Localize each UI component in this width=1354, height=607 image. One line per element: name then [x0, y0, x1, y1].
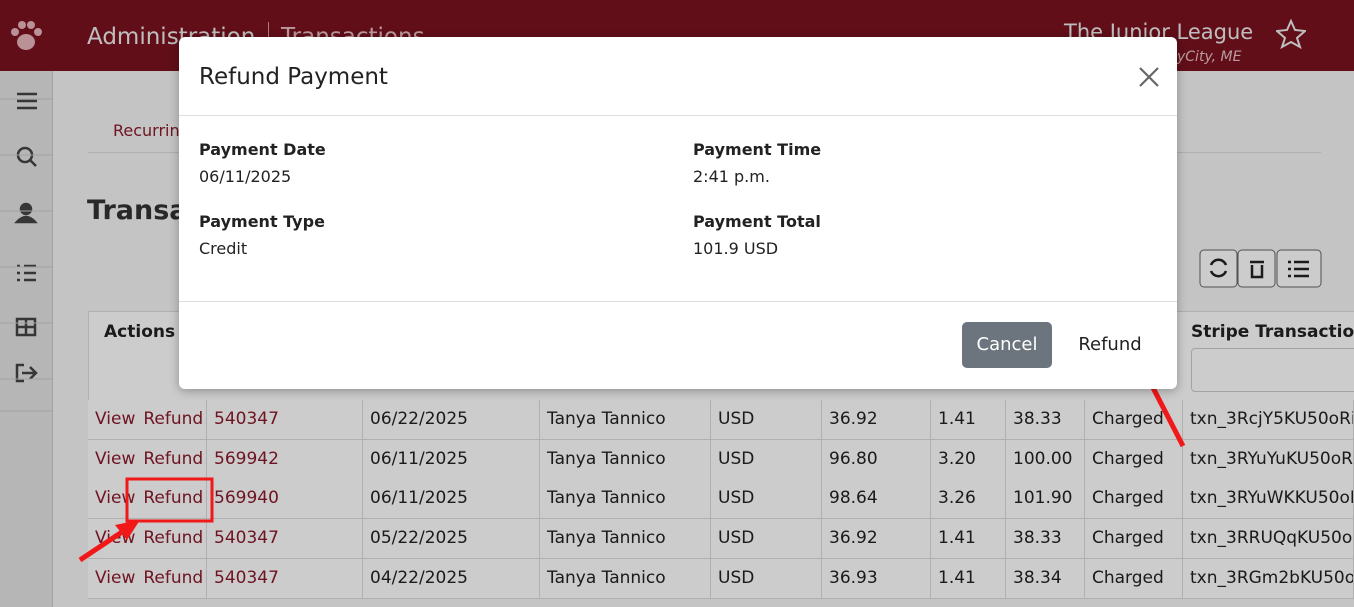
- table-cell: 1.41: [931, 558, 1006, 599]
- table-cell: 98.64: [822, 479, 931, 520]
- table-cell: USD: [711, 400, 822, 440]
- table-cell: 101.90: [1006, 479, 1085, 520]
- view-link[interactable]: View: [95, 409, 136, 429]
- refund-button[interactable]: Refund: [1063, 322, 1157, 368]
- filter-input[interactable]: [1191, 348, 1354, 392]
- favorite-star[interactable]: [1276, 19, 1306, 49]
- table-cell: USD: [711, 519, 822, 560]
- cancel-button[interactable]: Cancel: [962, 322, 1052, 368]
- view-link[interactable]: View: [95, 488, 136, 509]
- table-cell: 06/22/2025: [363, 400, 540, 440]
- modal-title: Refund Payment: [199, 64, 388, 90]
- table-cell[interactable]: 540347: [207, 400, 363, 440]
- table-cell[interactable]: 569942: [207, 439, 363, 480]
- toolbar[interactable]: [1199, 249, 1323, 289]
- table-cell: txn_3RcjY5KU50oRi4V: [1183, 400, 1354, 440]
- tab[interactable]: Recurring: [113, 121, 190, 140]
- table-cell: Charged: [1085, 400, 1183, 440]
- refund-link[interactable]: Refund: [143, 488, 204, 509]
- table-cell: Charged: [1085, 479, 1183, 520]
- table-cell: View Refund: [88, 439, 207, 480]
- table-cell: USD: [711, 439, 822, 480]
- column-header: Actions: [104, 322, 176, 342]
- table-cell: 36.92: [822, 519, 931, 560]
- table-cell[interactable]: 540347: [207, 558, 363, 599]
- table-cell: 1.41: [931, 519, 1006, 560]
- table-cell: 36.92: [822, 400, 931, 440]
- field-value: 2:41 p.m.: [693, 167, 770, 186]
- table-cell: Charged: [1085, 558, 1183, 599]
- view-link[interactable]: View: [95, 567, 136, 588]
- org-location[interactable]: yCity, ME: [1177, 49, 1242, 65]
- table-cell: View Refund: [88, 479, 207, 520]
- refund-link[interactable]: Refund: [143, 567, 204, 588]
- table-cell: 38.33: [1006, 400, 1085, 440]
- table-cell: txn_3RRUQqKU50oRi: [1183, 519, 1354, 560]
- refund-link[interactable]: Refund: [143, 409, 204, 429]
- table-cell: 100.00: [1006, 439, 1085, 480]
- refund-link[interactable]: Refund: [143, 528, 204, 549]
- table-cell: 38.33: [1006, 519, 1085, 560]
- table-cell: View Refund: [88, 400, 207, 440]
- view-link[interactable]: View: [95, 448, 136, 469]
- column-header: Stripe Transaction N: [1191, 322, 1354, 342]
- table-cell: txn_3RGm2bKU50oRi: [1183, 558, 1354, 599]
- table-cell: 06/11/2025: [363, 439, 540, 480]
- refund-link[interactable]: Refund: [143, 448, 204, 469]
- sidebar: [0, 71, 53, 607]
- field-value: 06/11/2025: [199, 167, 292, 186]
- table-cell: Charged: [1085, 439, 1183, 480]
- field-label: Payment Date: [199, 140, 326, 159]
- table-cell: 3.20: [931, 439, 1006, 480]
- table-cell: 1.41: [931, 400, 1006, 440]
- field-label: Payment Type: [199, 212, 325, 231]
- table-cell: 05/22/2025: [363, 519, 540, 560]
- table-cell: Charged: [1085, 519, 1183, 560]
- table-cell: Tanya Tannico: [540, 439, 711, 480]
- table-cell: Tanya Tannico: [540, 519, 711, 560]
- table-cell: txn_3RYuYuKU50oRi4: [1183, 439, 1354, 480]
- sidebar-icons[interactable]: [0, 71, 52, 421]
- field-label: Payment Time: [693, 140, 822, 159]
- field-value: 101.9 USD: [693, 239, 779, 258]
- table-cell: 04/22/2025: [363, 558, 540, 599]
- close-button[interactable]: [1138, 66, 1160, 88]
- table-cell: 3.26: [931, 479, 1006, 520]
- table-cell: 06/11/2025: [363, 479, 540, 520]
- table-cell[interactable]: 569940: [207, 479, 363, 520]
- table-cell: Tanya Tannico: [540, 558, 711, 599]
- field-label: Payment Total: [693, 212, 821, 231]
- table-cell: 36.93: [822, 558, 931, 599]
- table-cell: 96.80: [822, 439, 931, 480]
- refund-modal: Refund Payment Payment Date 06/11/2025 P…: [179, 37, 1177, 389]
- table-cell: txn_3RYuWKKU50oRi: [1183, 479, 1354, 520]
- field-value: Credit: [199, 239, 248, 258]
- table-cell: Tanya Tannico: [540, 400, 711, 440]
- table-cell: 38.34: [1006, 558, 1085, 599]
- table-cell: USD: [711, 558, 822, 599]
- table-cell: USD: [711, 479, 822, 520]
- table-cell: View Refund: [88, 558, 207, 599]
- table-cell: Tanya Tannico: [540, 479, 711, 520]
- logo: [11, 21, 42, 50]
- table-cell[interactable]: 540347: [207, 519, 363, 560]
